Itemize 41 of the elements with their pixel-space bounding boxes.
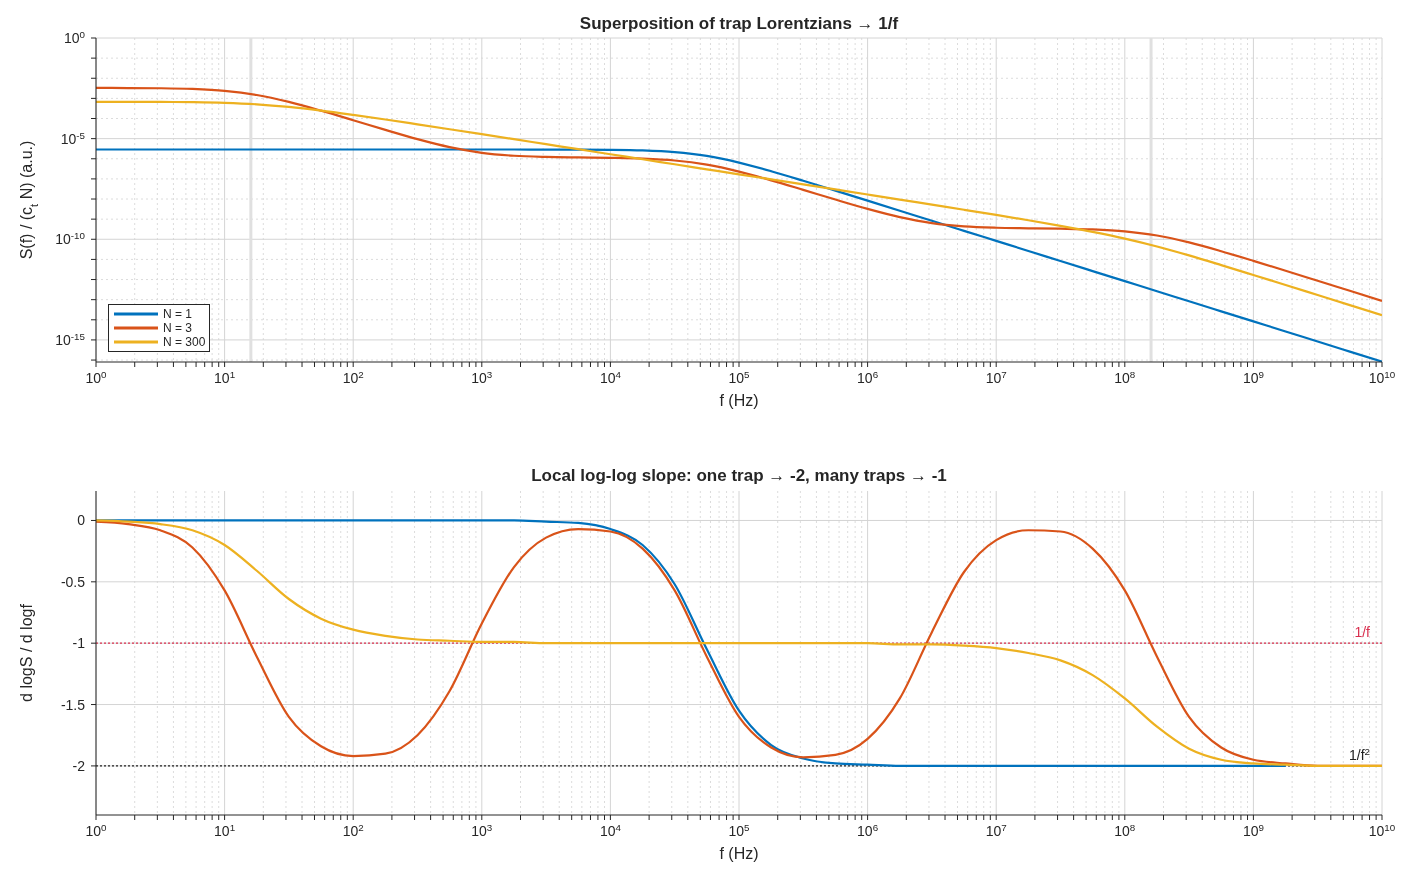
ref-line-label: 1/f [1354,624,1371,641]
x-tick-label: 10$^{2}$ [342,368,364,386]
x-tick-label: 10$^{9}$ [1242,368,1264,386]
x-tick-label: 10$^{5}$ [728,821,751,839]
chart-title: Superposition of trap Lorentzians → 1/f [578,14,900,34]
x-tick-label: 10$^{0}$ [85,821,108,839]
y-tick-label: 0 [77,512,86,529]
x-tick-label: 10$^{8}$ [1114,368,1136,386]
x-tick-label: 10$^{3}$ [471,368,493,386]
legend-label: N = 300 [163,335,206,349]
x-tick-label: 10$^{7}$ [985,368,1007,386]
chart-title: Local log-log slope: one trap → -2, many traps → -1 [530,466,948,486]
y-tick-label: -1.5 [60,696,86,713]
legend-label: N = 3 [163,321,193,335]
x-tick-label: 10$^{1}$ [214,368,236,386]
x-tick-label: 10$^{6}$ [857,821,879,839]
x-tick-label: 10$^{4}$ [599,821,622,839]
x-tick-label: 10$^{5}$ [728,368,751,386]
x-tick-label: 10$^{8}$ [1114,821,1136,839]
x-tick-label: 10$^{4}$ [599,368,622,386]
x-tick-label: 10$^{1}$ [214,821,236,839]
x-axis-title: f (Hz) [719,845,759,862]
y-tick-label: 10$^{-10}$ [55,229,86,248]
y-tick-label: 10$^{-5}$ [60,129,86,147]
y-tick-label: -1 [72,635,86,652]
x-tick-label: 10$^{10}$ [1368,368,1396,386]
y-tick-label: 10$^{0}$ [63,28,86,46]
y-tick-label: 10$^{-15}$ [55,330,86,348]
x-tick-label: 10$^{6}$ [857,368,879,386]
x-tick-label: 10$^{10}$ [1368,821,1396,839]
x-tick-label: 10$^{7}$ [985,821,1007,839]
x-tick-label: 10$^{2}$ [342,821,364,839]
x-tick-label: 10$^{9}$ [1242,821,1264,839]
x-axis-title: f (Hz) [719,392,759,409]
x-tick-label: 10$^{0}$ [85,368,108,386]
legend-label: N = 1 [163,307,193,321]
x-tick-label: 10$^{3}$ [471,821,493,839]
y-tick-label: -2 [72,757,86,774]
y-tick-label: -0.5 [60,573,86,590]
ref-line-label: 1/f$^{2}$ [1348,745,1370,763]
y-axis-title: d logS / d logf [18,603,35,702]
